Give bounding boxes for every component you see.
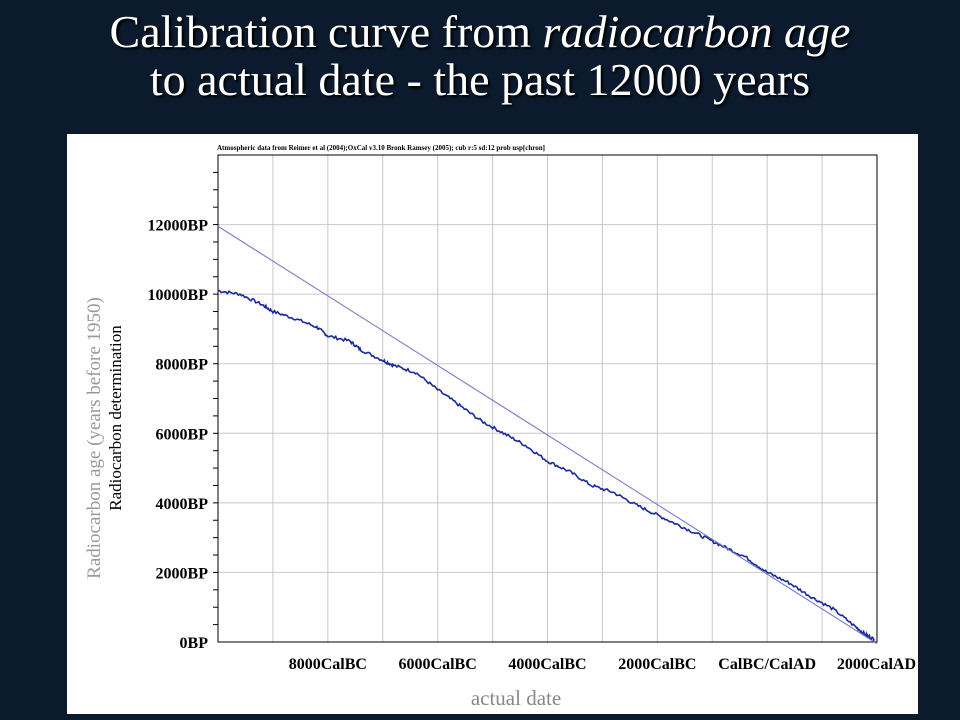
y-tick-label-3: 6000BP [156, 426, 209, 443]
x-tick-label-1: 6000CalBC [399, 656, 477, 673]
x-tick-label-2: 4000CalBC [508, 656, 586, 673]
y-tick-label-0: 0BP [180, 635, 209, 652]
y-tick-label-4: 8000BP [156, 357, 209, 374]
title-plain-text: Calibration curve from [109, 6, 543, 57]
x-axis-label: actual date [471, 686, 561, 710]
one-to-one-reference-line [217, 225, 878, 645]
slide-title: Calibration curve from radiocarbon age t… [0, 8, 960, 104]
x-tick-labels: 8000CalBC 6000CalBC 4000CalBC 2000CalBC CalB… [289, 656, 916, 673]
x-tick-label-0: 8000CalBC [289, 656, 367, 673]
y-axis-label-inner: Radiocarbon determination [106, 325, 125, 511]
calibration-curve-line [218, 289, 876, 643]
series-layer [217, 225, 878, 645]
y-tick-labels: 0BP 2000BP 4000BP 6000BP 8000BP 10000BP 12000B… [148, 218, 209, 652]
y-tick-label-2: 4000BP [156, 496, 209, 513]
y-tick-label-6: 12000BP [148, 218, 209, 235]
slide-title-line-2: to actual date - the past 12000 years [149, 54, 811, 105]
y-tick-label-1: 2000BP [156, 565, 209, 582]
x-tick-label-3: 2000CalBC [618, 656, 696, 673]
minor-ticks [213, 171, 218, 626]
grid-lines [218, 155, 877, 643]
title-italic-text: radiocarbon age [542, 6, 851, 57]
slide-title-line-1: Calibration curve from radiocarbon age [0, 8, 960, 56]
y-axis-label-outer: Radiocarbon age (years before 1950) [84, 297, 105, 579]
x-tick-label-5: 2000CalAD [837, 656, 916, 673]
source-note: Atmospheric data from Reimer et al (2004… [217, 144, 545, 152]
x-tick-label-4: CalBC/CalAD [718, 656, 816, 673]
y-tick-label-5: 10000BP [148, 287, 209, 304]
chart-panel: Atmospheric data from Reimer et al (2004… [67, 134, 918, 714]
calibration-chart: Atmospheric data from Reimer et al (2004… [84, 144, 916, 710]
